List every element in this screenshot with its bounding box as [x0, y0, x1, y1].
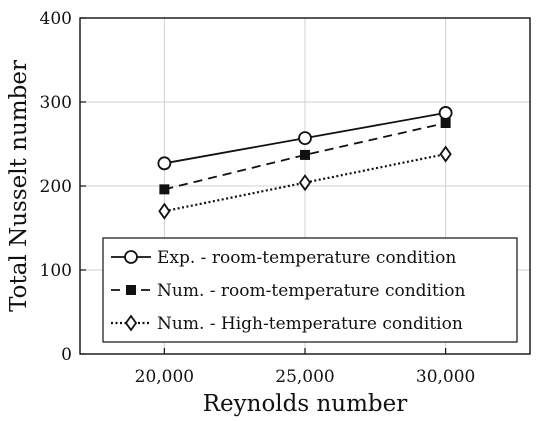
y-tick-label: 100 [40, 261, 72, 281]
x-axis-label: Reynolds number [203, 391, 408, 417]
x-tick-label: 30,000 [416, 367, 475, 387]
series-line [164, 122, 446, 191]
legend-item: Num. - room-temperature condition [111, 281, 465, 301]
series-1 [157, 106, 453, 171]
data-point [158, 202, 171, 220]
y-tick-label: 400 [40, 9, 72, 29]
data-point [298, 131, 312, 146]
legend-marker [124, 250, 138, 264]
legend-items: Exp. - room-temperature condition Num. - … [111, 248, 465, 334]
data-point [298, 174, 312, 192]
data-point [157, 156, 172, 171]
legend: Exp. - room-temperature condition Num. - … [102, 237, 518, 343]
legend-marker [124, 314, 138, 332]
series-2 [159, 118, 451, 195]
legend-label: Exp. - room-temperature condition [157, 248, 456, 268]
legend-label: Num. - High-temperature condition [157, 314, 463, 334]
series-line [164, 153, 446, 213]
y-axis-label: Total Nusselt number [6, 60, 32, 312]
series-3 [158, 145, 452, 220]
x-tick-label: 25,000 [275, 367, 334, 387]
y-tick-label: 300 [40, 93, 72, 113]
series-layer [157, 106, 453, 220]
data-point [159, 184, 170, 195]
legend-marker [126, 285, 136, 295]
data-point [439, 145, 452, 163]
data-point [438, 106, 453, 120]
tick-labels: 0 100 200 300 400 20,000 25,000 30,000 [40, 9, 476, 387]
data-point [300, 149, 310, 160]
data-point [440, 118, 451, 128]
y-tick-label: 200 [40, 177, 72, 197]
legend-label: Num. - room-temperature condition [157, 281, 465, 301]
x-tick-label: 20,000 [135, 367, 194, 387]
legend-box [102, 237, 518, 343]
y-tick-label: 0 [61, 345, 72, 365]
legend-item: Exp. - room-temperature condition [111, 248, 456, 268]
legend-item: Num. - High-temperature condition [111, 314, 463, 334]
